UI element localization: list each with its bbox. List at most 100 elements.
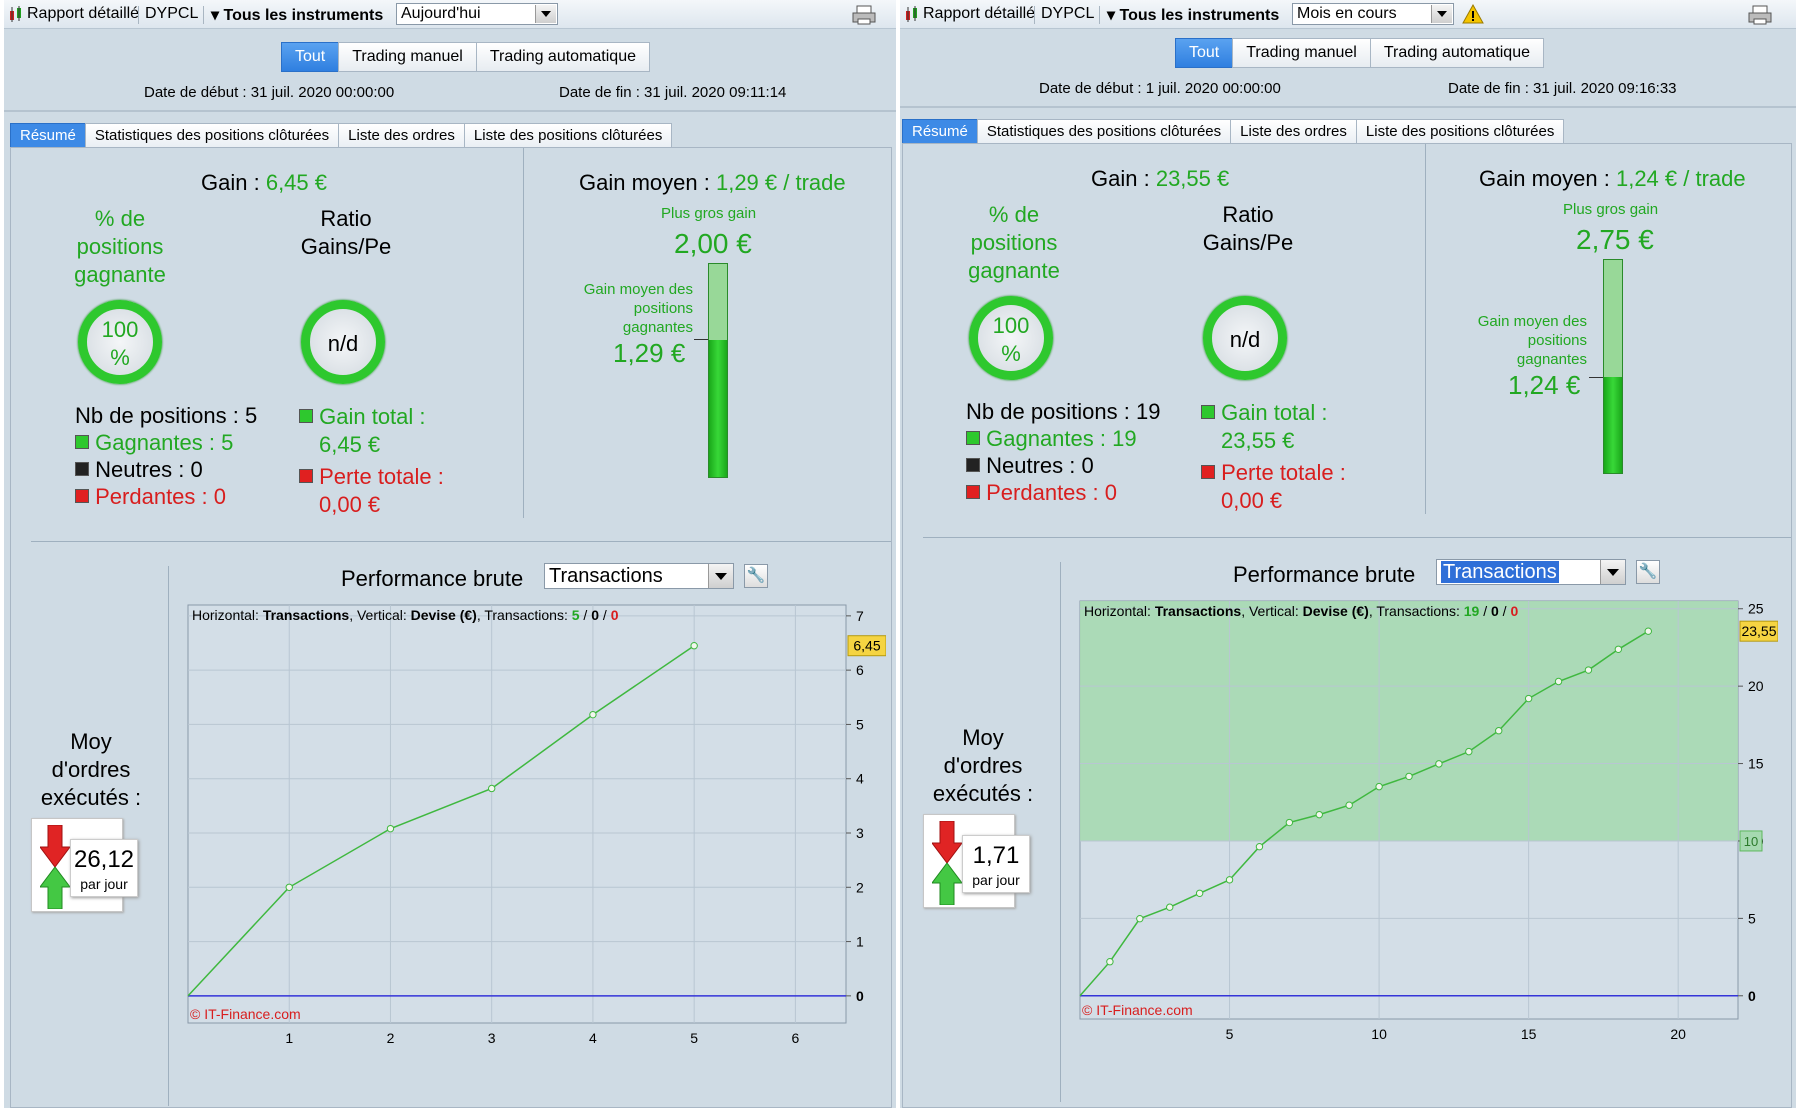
winning-text: Gagnantes : 5 [95,430,234,455]
tab-closed-positions[interactable]: Liste des positions clôturées [1355,119,1565,143]
candlestick-icon [904,5,920,23]
nb-positions: Nb de positions : 5 [75,403,258,428]
profit-band [1080,601,1738,841]
separator [138,6,139,24]
loss-total-label: Perte totale : [319,464,444,489]
data-point [1644,627,1652,635]
avg-label: Gain moyen : [1479,166,1610,191]
x-tick-label: 1 [285,1030,293,1046]
print-icon[interactable] [850,4,878,26]
dropdown-arrow-icon [1600,560,1625,584]
mode-manual-button[interactable]: Trading manuel [1232,38,1371,68]
label-line: exécutés : [932,781,1034,806]
report-title[interactable]: Rapport détaillé [923,5,1036,22]
green-square-icon [299,409,313,423]
nb-positions: Nb de positions : 19 [966,399,1161,424]
tab-orders[interactable]: Liste des ordres [1230,119,1357,143]
label-line: Gain moyen des [583,281,693,298]
arrow-up-icon [931,862,963,910]
loss-total-value: 0,00 € [319,492,381,517]
loss-total-value: 0,00 € [1221,488,1283,513]
plot-area [187,604,847,1024]
perf-select[interactable]: Transactions [544,563,734,589]
account-label[interactable]: DYPCL [1041,5,1095,22]
warning-icon[interactable] [1462,3,1484,29]
x-tick-label: 5 [1226,1026,1234,1042]
tab-closed-stats[interactable]: Statistiques des positions clôturées [84,123,340,147]
x-tick-label: 2 [387,1030,395,1046]
mode-all-button[interactable]: Tout [1175,38,1234,68]
orders-card: 1,71 par jour [962,835,1030,893]
neutral-text: Neutres : 0 [95,457,203,482]
red-square-icon [1201,465,1215,479]
data-point [386,824,395,833]
mode-all-button[interactable]: Tout [281,42,340,72]
avg-win-pointer [1589,377,1603,379]
data-point [1255,842,1264,851]
report-panel-month: Rapport détaillé DYPCL ▾ Tous les instru… [900,0,1796,1108]
mode-auto-button[interactable]: Trading automatique [475,42,650,72]
orders-unit: par jour [972,872,1020,888]
print-icon[interactable] [1746,4,1774,26]
gain-total-label: Gain total : [319,404,426,429]
ratio-label: Ratio Gains/Pe [1193,201,1303,257]
perf-label: Performance brute [341,566,524,591]
tab-closed-positions[interactable]: Liste des positions clôturées [463,123,673,147]
y-tick-label: 5 [856,716,864,732]
data-point [1375,782,1383,791]
label-line: gagnante [74,262,166,287]
gain-label: Gain : [201,170,260,195]
label-line: positions [970,230,1058,255]
gain-value: 23,55 € [1155,166,1230,191]
neutral-count: Neutres : 0 [75,457,203,483]
period-select[interactable]: Mois en cours [1292,3,1454,25]
period-select[interactable]: Aujourd'hui [396,3,558,25]
watermark: © IT-Finance.com [1082,1002,1193,1018]
instruments-label: Tous les instruments [223,7,384,24]
green-square-icon [75,435,89,449]
account-label[interactable]: DYPCL [145,5,199,22]
neutral-count: Neutres : 0 [966,453,1094,479]
tab-summary[interactable]: Résumé [902,119,978,143]
equity-line [187,645,695,997]
x-tick-label: 20 [1670,1026,1686,1042]
divider [31,541,891,542]
tab-summary[interactable]: Résumé [10,123,86,147]
winning-text: Gagnantes : 19 [986,426,1137,451]
avg-heading: Gain moyen : 1,29 € / trade [579,170,846,196]
wrench-icon[interactable]: 🔧 [744,564,768,588]
period-value: Mois en cours [1297,5,1397,22]
instruments-menu[interactable]: ▾ Tous les instruments [211,5,383,25]
arrow-up-icon [39,866,71,914]
instruments-menu[interactable]: ▾ Tous les instruments [1107,5,1279,25]
red-square-icon [75,489,89,503]
gain-total-value: 23,55 € [1221,428,1295,453]
avg-win-bar [708,263,728,478]
separator [1034,6,1035,24]
gain-heading: Gain : 23,55 € [1091,166,1229,192]
data-point [1554,677,1563,686]
label-line: d'ordres [51,757,131,782]
biggest-gain-label: Plus gros gain [1563,201,1659,218]
x-tick-label: 4 [589,1030,597,1046]
perf-select[interactable]: Transactions [1436,559,1626,585]
avg-win-bar-fill [1604,377,1622,473]
wrench-icon[interactable]: 🔧 [1636,560,1660,584]
data-point [1495,727,1503,735]
report-title[interactable]: Rapport détaillé [27,5,140,22]
report-tabs: Résumé Statistiques des positions clôtur… [902,119,1565,143]
data-point [1225,876,1234,884]
x-tick-label: 5 [690,1030,698,1046]
win-pct-gauge: 100 % [78,300,162,384]
label-line: Gains/Pe [300,234,392,259]
last-value-badge [1739,620,1778,642]
divider [523,148,524,518]
orders-label: Moy d'ordres exécutés : [913,724,1053,808]
mode-auto-button[interactable]: Trading automatique [1369,38,1544,68]
avg-heading: Gain moyen : 1,24 € / trade [1479,166,1746,192]
mode-manual-button[interactable]: Trading manuel [338,42,477,72]
gain-total-label: Gain total : [1221,400,1328,425]
tab-orders[interactable]: Liste des ordres [338,123,465,147]
tab-closed-stats[interactable]: Statistiques des positions clôturées [976,119,1232,143]
ratio-label: Ratio Gains/Pe [291,205,401,261]
